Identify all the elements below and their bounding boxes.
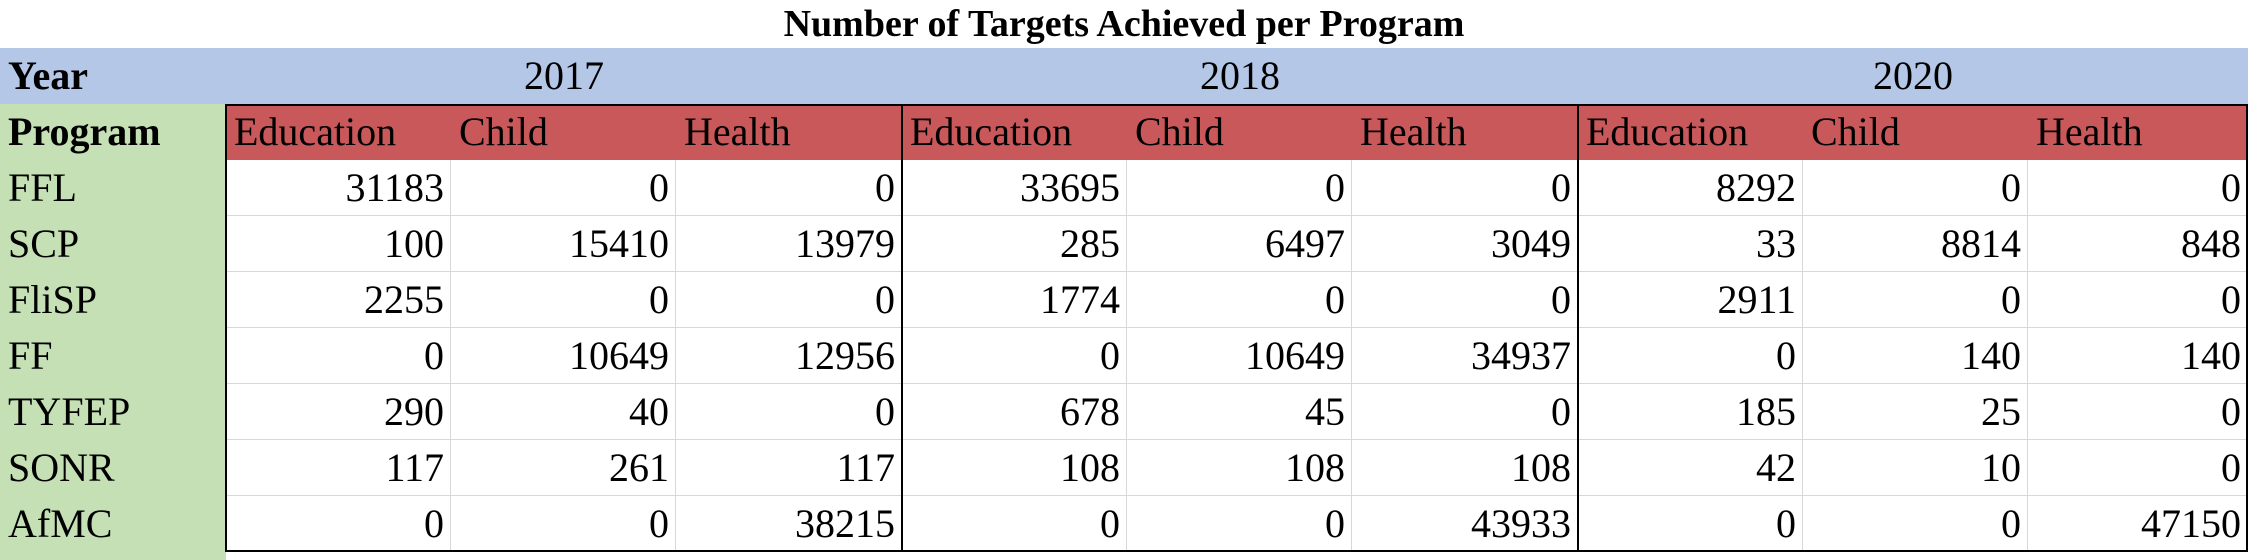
table-cell: 0 <box>676 160 902 216</box>
group-border <box>1577 104 1579 552</box>
table-title: Number of Targets Achieved per Program <box>783 3 1465 45</box>
table-cell: 10649 <box>451 328 676 384</box>
table-cell: 140 <box>1803 328 2028 384</box>
group-border <box>225 104 2248 106</box>
table-cell: 678 <box>902 384 1127 440</box>
table-cell: 0 <box>1803 496 2028 552</box>
category-header-child-2017: Child <box>451 104 676 160</box>
program-name: AfMC <box>0 496 226 552</box>
table-cell: 0 <box>1578 496 1803 552</box>
table-cell: 0 <box>2028 272 2248 328</box>
table-cell: 0 <box>1352 160 1578 216</box>
table-cell: 47150 <box>2028 496 2248 552</box>
table-cell: 0 <box>1352 272 1578 328</box>
table-cell: 290 <box>226 384 451 440</box>
program-name: SCP <box>0 216 226 272</box>
table-cell: 42 <box>1578 440 1803 496</box>
table-cell: 2911 <box>1578 272 1803 328</box>
table-cell: 185 <box>1578 384 1803 440</box>
table-cell: 0 <box>1127 160 1352 216</box>
table-cell: 285 <box>902 216 1127 272</box>
table-cell: 10649 <box>1127 328 1352 384</box>
table-cell: 0 <box>902 496 1127 552</box>
category-header-education-2017: Education <box>226 104 451 160</box>
year-header-2017: 2017 <box>226 48 902 104</box>
group-border <box>2246 104 2248 552</box>
table-cell: 108 <box>1127 440 1352 496</box>
category-header-health-2017: Health <box>676 104 902 160</box>
table-cell: 0 <box>226 496 451 552</box>
table-cell: 12956 <box>676 328 902 384</box>
program-name: FF <box>0 328 226 384</box>
table-cell: 0 <box>902 328 1127 384</box>
table-cell: 31183 <box>226 160 451 216</box>
table-cell: 0 <box>2028 160 2248 216</box>
table-cell: 15410 <box>451 216 676 272</box>
category-header-education-2020: Education <box>1578 104 1803 160</box>
table-cell: 261 <box>451 440 676 496</box>
table-cell: 117 <box>226 440 451 496</box>
program-label: Program <box>0 104 226 160</box>
table-cell: 6497 <box>1127 216 1352 272</box>
table-cell: 1774 <box>902 272 1127 328</box>
table-cell: 0 <box>1803 272 2028 328</box>
category-header-health-2020: Health <box>2028 104 2248 160</box>
table-cell: 848 <box>2028 216 2248 272</box>
table-cell: 43933 <box>1352 496 1578 552</box>
table-cell: 0 <box>1127 496 1352 552</box>
table-cell: 0 <box>676 272 902 328</box>
group-border <box>225 104 227 552</box>
table-cell: 140 <box>2028 328 2248 384</box>
table-cell: 10 <box>1803 440 2028 496</box>
table-cell: 8814 <box>1803 216 2028 272</box>
table-cell: 0 <box>451 272 676 328</box>
table-cell: 0 <box>1127 272 1352 328</box>
table-cell: 0 <box>451 496 676 552</box>
category-header-child-2018: Child <box>1127 104 1352 160</box>
program-name: FFL <box>0 160 226 216</box>
table-cell: 13979 <box>676 216 902 272</box>
category-header-health-2018: Health <box>1352 104 1578 160</box>
table-cell: 40 <box>451 384 676 440</box>
year-header-2020: 2020 <box>1578 48 2248 104</box>
table-cell: 0 <box>1803 160 2028 216</box>
table-cell: 33 <box>1578 216 1803 272</box>
table-cell: 34937 <box>1352 328 1578 384</box>
table-cell: 45 <box>1127 384 1352 440</box>
table-cell: 0 <box>1578 328 1803 384</box>
program-name: SONR <box>0 440 226 496</box>
targets-table: Year 2017 2018 2020 Program Education Child Hea… <box>0 48 2248 560</box>
table-cell: 108 <box>1352 440 1578 496</box>
table-cell: 108 <box>902 440 1127 496</box>
table-cell: 0 <box>451 160 676 216</box>
table-cell: 100 <box>226 216 451 272</box>
table-cell: 0 <box>1352 384 1578 440</box>
program-name: FliSP <box>0 272 226 328</box>
group-border <box>225 550 2248 552</box>
category-header-child-2020: Child <box>1803 104 2028 160</box>
table-cell: 25 <box>1803 384 2028 440</box>
table-cell: 33695 <box>902 160 1127 216</box>
table-cell: 117 <box>676 440 902 496</box>
table-cell: 3049 <box>1352 216 1578 272</box>
table-cell: 0 <box>2028 440 2248 496</box>
table-cell: 0 <box>676 384 902 440</box>
year-label: Year <box>0 48 226 104</box>
group-border <box>901 104 903 552</box>
program-name: TYFEP <box>0 384 226 440</box>
table-cell: 38215 <box>676 496 902 552</box>
year-header-2018: 2018 <box>902 48 1578 104</box>
table-cell: 2255 <box>226 272 451 328</box>
table-cell: 0 <box>2028 384 2248 440</box>
table-cell: 0 <box>226 328 451 384</box>
category-header-education-2018: Education <box>902 104 1127 160</box>
table-cell: 8292 <box>1578 160 1803 216</box>
